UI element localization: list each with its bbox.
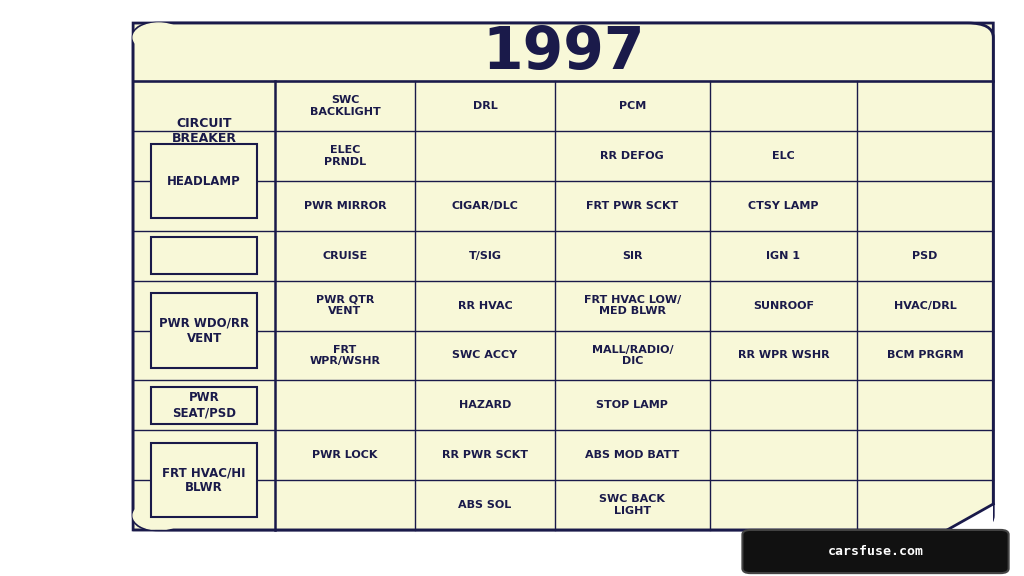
Text: PCM: PCM — [618, 101, 646, 111]
Text: BCM PRGRM: BCM PRGRM — [887, 350, 964, 361]
Text: FRT PWR SCKT: FRT PWR SCKT — [586, 201, 679, 211]
Text: CIGAR/DLC: CIGAR/DLC — [452, 201, 518, 211]
Text: PWR MIRROR: PWR MIRROR — [304, 201, 386, 211]
Text: CIRCUIT
BREAKER: CIRCUIT BREAKER — [172, 117, 237, 145]
Bar — [151, 386, 257, 424]
Text: CTSY LAMP: CTSY LAMP — [749, 201, 818, 211]
Text: CRUISE: CRUISE — [323, 251, 368, 261]
Circle shape — [133, 23, 184, 52]
Circle shape — [133, 501, 184, 530]
Polygon shape — [947, 504, 993, 530]
Text: FRT
WPR/WSHR: FRT WPR/WSHR — [309, 344, 381, 366]
Text: HEADLAMP: HEADLAMP — [167, 175, 241, 188]
Text: PSD: PSD — [912, 251, 938, 261]
Text: MALL/RADIO/
DIC: MALL/RADIO/ DIC — [592, 344, 673, 366]
Bar — [151, 143, 257, 218]
Text: PWR LOCK: PWR LOCK — [312, 450, 378, 460]
Text: DRL: DRL — [473, 101, 498, 111]
Text: SWC
BACKLIGHT: SWC BACKLIGHT — [309, 96, 380, 117]
Text: FRT HVAC/HI
BLWR: FRT HVAC/HI BLWR — [163, 466, 246, 494]
Text: PWR QTR
VENT: PWR QTR VENT — [315, 295, 374, 316]
Text: HVAC/DRL: HVAC/DRL — [894, 301, 956, 310]
Text: ABS MOD BATT: ABS MOD BATT — [585, 450, 680, 460]
Text: HAZARD: HAZARD — [459, 400, 511, 410]
Text: PWR
SEAT/PSD: PWR SEAT/PSD — [172, 391, 237, 419]
Polygon shape — [133, 23, 993, 530]
Text: IGN 1: IGN 1 — [766, 251, 801, 261]
Text: T/SIG: T/SIG — [469, 251, 502, 261]
Bar — [151, 443, 257, 517]
Text: SIR: SIR — [622, 251, 643, 261]
Text: FRT HVAC LOW/
MED BLWR: FRT HVAC LOW/ MED BLWR — [584, 295, 681, 316]
Text: SUNROOF: SUNROOF — [753, 301, 814, 310]
Text: RR WPR WSHR: RR WPR WSHR — [737, 350, 829, 361]
Text: SWC ACCY: SWC ACCY — [453, 350, 517, 361]
Text: ELEC
PRNDL: ELEC PRNDL — [324, 145, 367, 167]
Text: PWR WDO/RR
VENT: PWR WDO/RR VENT — [159, 317, 249, 344]
Text: carsfuse.com: carsfuse.com — [827, 545, 924, 558]
Text: ELC: ELC — [772, 151, 795, 161]
Bar — [151, 293, 257, 368]
Text: ABS SOL: ABS SOL — [459, 500, 512, 510]
FancyBboxPatch shape — [742, 530, 1009, 573]
Text: SWC BACK
LIGHT: SWC BACK LIGHT — [599, 494, 666, 516]
FancyBboxPatch shape — [133, 23, 993, 530]
Bar — [151, 237, 257, 275]
Text: STOP LAMP: STOP LAMP — [596, 400, 669, 410]
Text: RR PWR SCKT: RR PWR SCKT — [442, 450, 528, 460]
Text: RR HVAC: RR HVAC — [458, 301, 512, 310]
Text: 1997: 1997 — [482, 24, 644, 81]
Text: RR DEFOG: RR DEFOG — [600, 151, 665, 161]
